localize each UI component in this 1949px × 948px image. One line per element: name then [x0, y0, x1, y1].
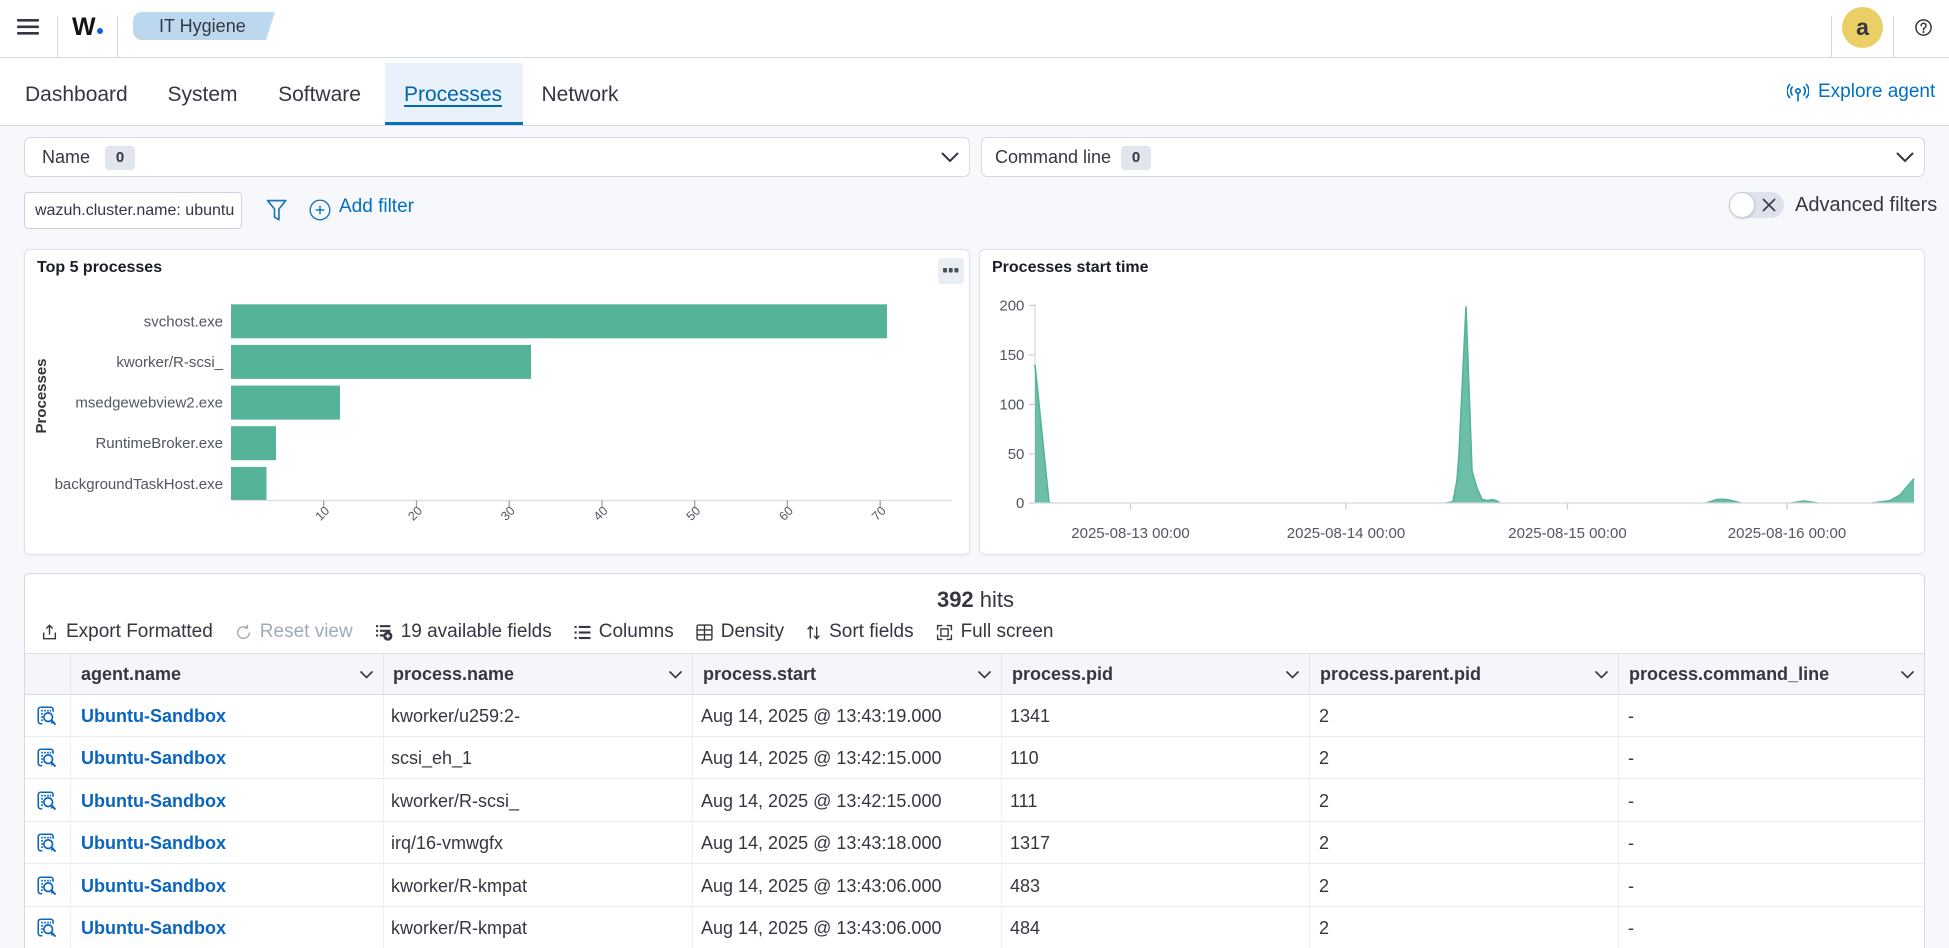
svg-text:50: 50: [1008, 446, 1025, 463]
svg-text:40: 40: [591, 504, 611, 524]
svg-text:2025-08-13 00:00: 2025-08-13 00:00: [1071, 525, 1189, 542]
svg-text:20: 20: [405, 504, 425, 524]
svg-text:backgroundTaskHost.exe: backgroundTaskHost.exe: [55, 476, 223, 493]
svg-text:kworker/R-scsi_: kworker/R-scsi_: [116, 354, 223, 371]
svg-text:200: 200: [999, 298, 1024, 315]
svg-text:100: 100: [999, 396, 1024, 413]
svg-text:10: 10: [313, 504, 333, 524]
svg-text:2025-08-15 00:00: 2025-08-15 00:00: [1508, 525, 1626, 542]
svg-text:70: 70: [869, 504, 889, 524]
svg-text:50: 50: [684, 504, 704, 524]
svg-text:60: 60: [776, 504, 796, 524]
svg-text:svchost.exe: svchost.exe: [144, 313, 223, 330]
svg-text:msedgewebview2.exe: msedgewebview2.exe: [75, 395, 223, 412]
svg-text:RuntimeBroker.exe: RuntimeBroker.exe: [95, 435, 223, 452]
svg-text:30: 30: [498, 504, 518, 524]
svg-text:2025-08-14 00:00: 2025-08-14 00:00: [1287, 525, 1405, 542]
svg-text:150: 150: [999, 347, 1024, 364]
svg-text:Processes: Processes: [33, 358, 50, 433]
svg-text:0: 0: [1016, 495, 1024, 512]
svg-text:2025-08-16 00:00: 2025-08-16 00:00: [1728, 525, 1846, 542]
